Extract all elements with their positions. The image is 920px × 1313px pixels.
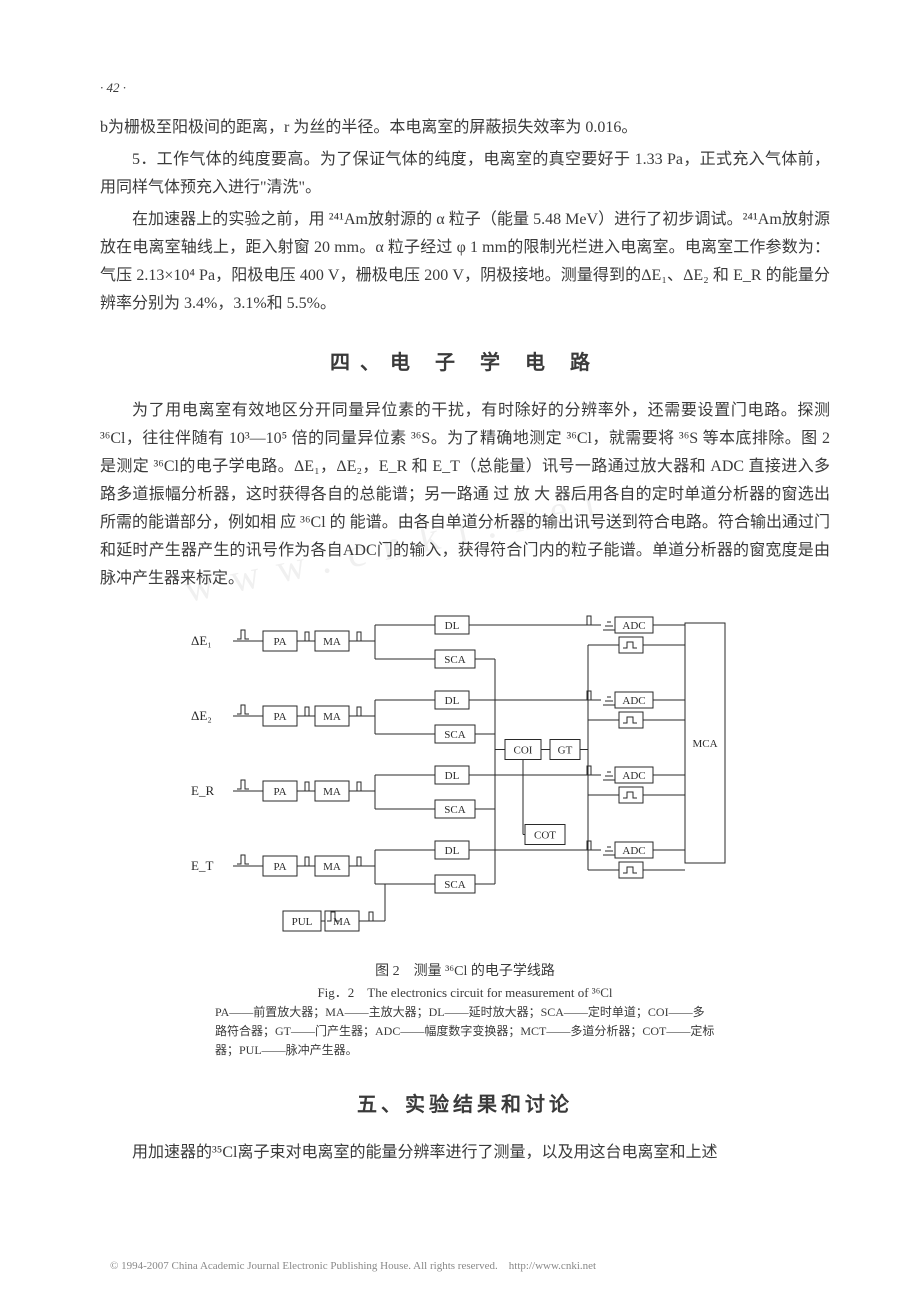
fig-legend: PA——前置放大器；MA——主放大器；DL——延时放大器；SCA——定时单道；C… — [185, 1003, 745, 1061]
section-5-title: 五、实验结果和讨论 — [100, 1088, 830, 1117]
svg-text:PUL: PUL — [292, 916, 313, 928]
fig-caption-en: Fig．2 The electronics circuit for measur… — [185, 983, 745, 1003]
svg-text:MA: MA — [323, 861, 341, 873]
svg-text:PA: PA — [273, 861, 286, 873]
svg-text:DL: DL — [445, 695, 460, 707]
svg-text:COI: COI — [514, 745, 533, 757]
svg-text:ΔE₂: ΔE₂ — [191, 708, 212, 723]
para-3: 在加速器上的实验之前，用 ²⁴¹Am放射源的 α 粒子（能量 5.48 MeV）… — [100, 206, 830, 318]
svg-text:PA: PA — [273, 711, 286, 723]
svg-text:SCA: SCA — [444, 879, 465, 891]
para-4: 为了用电离室有效地区分开同量异位素的干扰，有时除好的分辨率外，还需要设置门电路。… — [100, 397, 830, 593]
svg-text:MA: MA — [323, 711, 341, 723]
svg-text:GT: GT — [558, 745, 573, 757]
page-number: · 42 · — [100, 80, 830, 96]
section-4-title: 四、电 子 学 电 路 — [100, 346, 830, 375]
svg-text:PA: PA — [273, 786, 286, 798]
svg-text:SCA: SCA — [444, 654, 465, 666]
figure-2: MCA ΔE₁ PA MA DL ADC SCA ΔE₂ PA MA DL ADC SCA E_R PA MA… — [185, 611, 745, 1060]
svg-text:ΔE₁: ΔE₁ — [191, 633, 212, 648]
svg-text:COT: COT — [534, 830, 556, 842]
svg-text:DL: DL — [445, 770, 460, 782]
para-2: 5．工作气体的纯度要高。为了保证气体的纯度，电离室的真空要好于 1.33 Pa，… — [100, 146, 830, 202]
svg-text:MA: MA — [323, 786, 341, 798]
svg-text:ADC: ADC — [622, 845, 645, 857]
para-1: b为栅极至阳极间的距离，r 为丝的半径。本电离室的屏蔽损失效率为 0.016。 — [100, 114, 830, 142]
footer-copyright: © 1994-2007 China Academic Journal Elect… — [100, 1257, 830, 1273]
para-5: 用加速器的³⁵Cl离子束对电离室的能量分辨率进行了测量，以及用这台电离室和上述 — [100, 1139, 830, 1167]
svg-text:E_R: E_R — [191, 783, 214, 798]
svg-text:ADC: ADC — [622, 620, 645, 632]
svg-text:SCA: SCA — [444, 729, 465, 741]
svg-text:DL: DL — [445, 620, 460, 632]
fig-caption-cn: 图 2 测量 ³⁶Cl 的电子学线路 — [185, 961, 745, 983]
electronics-circuit-diagram: MCA ΔE₁ PA MA DL ADC SCA ΔE₂ PA MA DL ADC SCA E_R PA MA… — [185, 611, 745, 951]
svg-text:DL: DL — [445, 845, 460, 857]
svg-text:MA: MA — [323, 636, 341, 648]
svg-text:ADC: ADC — [622, 770, 645, 782]
svg-text:SCA: SCA — [444, 804, 465, 816]
svg-text:PA: PA — [273, 636, 286, 648]
svg-text:E_T: E_T — [191, 858, 213, 873]
svg-text:MCA: MCA — [692, 738, 717, 750]
svg-text:MA: MA — [333, 916, 351, 928]
svg-text:ADC: ADC — [622, 695, 645, 707]
